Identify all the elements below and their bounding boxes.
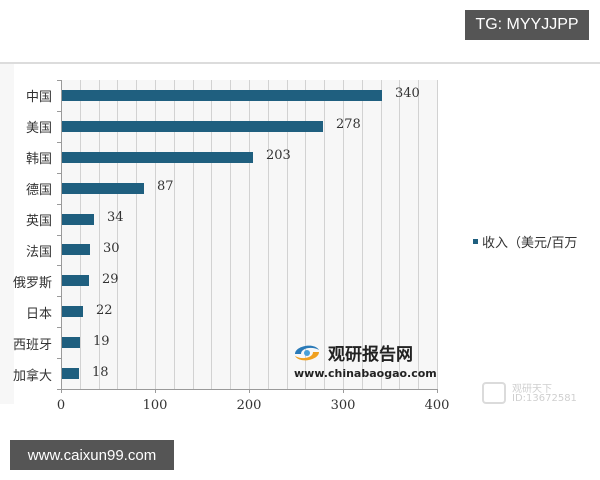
gridline [117,80,118,389]
value-label: 18 [92,365,109,380]
category-label: 俄罗斯 [12,276,52,291]
bar [62,183,144,194]
category-label: 美国 [25,121,52,136]
value-label: 29 [102,272,119,287]
x-tick [437,389,438,393]
legend-swatch [473,239,478,244]
gridline [418,80,419,389]
y-tick [57,296,61,297]
y-tick [57,358,61,359]
category-label: 德国 [25,183,52,198]
x-tick [343,389,344,393]
swirl-logo-icon [295,345,319,361]
gridline [437,80,438,389]
x-tick-label: 200 [236,398,262,413]
y-tick [57,204,61,205]
bar [62,275,89,286]
watermark-icon [482,382,506,404]
gridline [99,80,100,389]
logo-name: 观研报告网 [328,345,413,365]
gridline [80,80,81,389]
y-axis [61,80,62,390]
bar [62,337,80,348]
category-label: 加拿大 [12,369,52,384]
gridline [324,80,325,389]
y-tick [57,80,61,81]
x-tick [249,389,250,393]
bar [62,306,83,317]
y-tick [57,235,61,236]
bar [62,90,382,101]
x-tick-label: 300 [330,398,356,413]
overlay-watermark: 观研天下 ID:13672581 [482,380,597,410]
tg-badge: TG: MYYJJPP [465,10,589,40]
top-divider [0,62,600,64]
gridline [287,80,288,389]
logo-url: www.chinabaogao.com [294,367,437,380]
bar [62,244,90,255]
gridline [211,80,212,389]
gridline [305,80,306,389]
value-label: 87 [157,179,174,194]
gridline [268,80,269,389]
value-label: 19 [93,334,110,349]
y-tick [57,173,61,174]
x-tick-label: 0 [56,398,66,413]
category-label: 日本 [25,307,52,322]
bar [62,214,94,225]
gridline [343,80,344,389]
value-label: 30 [103,241,120,256]
gridline [249,80,250,389]
gridline [362,80,363,389]
legend: 收入（美元/百万 [473,232,577,251]
category-label: 法国 [25,245,52,260]
category-label: 英国 [25,214,52,229]
bar [62,368,79,379]
value-label: 278 [336,117,361,132]
y-tick [57,142,61,143]
gridline [230,80,231,389]
value-label: 22 [96,303,113,318]
site-badge: www.caixun99.com [10,440,174,470]
gridline [381,80,382,389]
watermark-line2: ID:13672581 [512,393,577,404]
category-label: 中国 [25,90,52,105]
gridline [136,80,137,389]
gridline [155,80,156,389]
gridline [193,80,194,389]
watermark-line1: 观研天下 [512,384,552,395]
y-tick [57,111,61,112]
gridline [174,80,175,389]
bar [62,152,253,163]
y-tick [57,327,61,328]
y-tick [57,265,61,266]
x-tick [155,389,156,393]
category-label: 西班牙 [12,338,52,353]
legend-label: 收入（美元/百万 [482,236,578,251]
gridline [399,80,400,389]
left-shade [0,64,14,404]
value-label: 340 [395,86,420,101]
chinabaogao-logo: 观研报告网 www.chinabaogao.com [290,340,440,382]
y-tick [57,389,61,390]
value-label: 203 [266,148,291,163]
x-tick-label: 100 [142,398,168,413]
x-tick [61,389,62,393]
x-tick-label: 400 [424,398,450,413]
category-label: 韩国 [25,152,52,167]
bar [62,121,323,132]
value-label: 34 [107,210,124,225]
